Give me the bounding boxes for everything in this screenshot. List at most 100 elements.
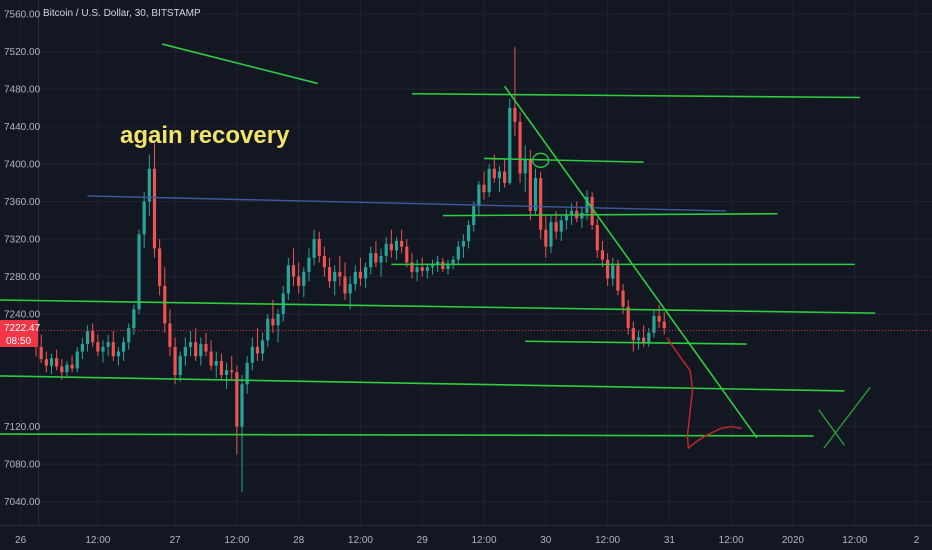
candle-body	[235, 372, 239, 427]
x-tick-label: 12:00	[85, 535, 110, 546]
x-tick-label: 12:00	[348, 535, 373, 546]
candle-body	[358, 271, 363, 279]
candle-body	[518, 121, 522, 174]
candle-body	[461, 240, 466, 247]
candle-body	[49, 358, 54, 366]
candle-body	[147, 168, 151, 202]
candle-body	[466, 225, 471, 241]
candle-body	[528, 159, 532, 211]
x-tick-label: 12:00	[224, 535, 249, 546]
candle-body	[405, 246, 409, 263]
y-tick-label: 7520.00	[4, 47, 41, 58]
candle-body	[85, 330, 90, 345]
candle-body	[662, 321, 666, 329]
candle-body	[121, 342, 126, 352]
candle-body	[642, 337, 646, 343]
trend-line	[442, 212, 778, 217]
candle-body	[152, 168, 157, 249]
candle-body	[209, 351, 213, 366]
candle-body	[132, 309, 136, 329]
y-tick-label: 7440.00	[4, 122, 41, 133]
x-tick-label: 29	[417, 535, 429, 546]
candle-body	[544, 229, 548, 247]
candle-body	[564, 215, 569, 221]
y-tick-label: 7280.00	[4, 272, 41, 283]
candle-body	[312, 239, 316, 258]
candle-body	[492, 168, 496, 179]
y-tick-label: 7320.00	[4, 235, 41, 246]
candle-body	[317, 239, 321, 256]
candle-body	[456, 246, 460, 260]
x-mark-stroke	[818, 409, 845, 446]
candle-body	[554, 222, 558, 232]
trend-line	[0, 299, 876, 314]
projection-path	[666, 337, 742, 450]
drawings	[0, 43, 876, 450]
candle-body	[430, 265, 435, 268]
x-tick-label: 2	[914, 535, 920, 546]
y-tick-label: 7080.00	[4, 460, 41, 471]
candle-body	[549, 222, 553, 247]
candle-body	[503, 171, 507, 183]
candle-body	[611, 265, 615, 279]
candle-body	[497, 171, 502, 179]
resistance-line-blue	[87, 195, 727, 212]
candle-body	[106, 342, 110, 347]
candle-body	[394, 240, 399, 251]
candle-body	[75, 351, 79, 369]
candle-body	[297, 276, 301, 286]
candle-body	[446, 263, 450, 270]
candle-body	[250, 346, 254, 363]
x-tick-label: 12:00	[472, 535, 497, 546]
candle-body	[595, 225, 599, 251]
candle-body	[307, 257, 311, 272]
trend-line	[484, 157, 644, 163]
candle-body	[652, 315, 656, 333]
candle-body	[240, 384, 244, 427]
x-tick-label: 27	[170, 535, 182, 546]
candle-body	[111, 342, 115, 357]
candle-body	[384, 243, 388, 256]
x-tick-label: 12:00	[595, 535, 620, 546]
candle-body	[322, 255, 326, 268]
candle-body	[590, 196, 594, 225]
candle-body	[338, 271, 342, 277]
candle-body	[436, 261, 440, 266]
x-axis: 26 12:00 27 12:00 28 12:00 29 12:00 30 12:00 31 12:…	[15, 535, 920, 546]
candle-body	[363, 267, 368, 279]
candle-body	[291, 265, 296, 277]
x-tick-label: 28	[293, 535, 305, 546]
candle-body	[266, 318, 270, 341]
candle-body	[127, 328, 131, 343]
candle-body	[168, 323, 172, 347]
candle-body	[158, 248, 162, 286]
chart-title: Bitcoin / U.S. Dollar, 30, BITSTAMP	[43, 8, 201, 19]
trend-line	[162, 43, 318, 85]
candle-body	[91, 330, 95, 343]
candle-body	[96, 342, 100, 352]
candle-body	[194, 342, 198, 357]
candle-body	[585, 196, 589, 213]
candle-body	[487, 168, 491, 193]
candle-body	[369, 253, 373, 268]
x-tick-label: 31	[664, 535, 676, 546]
grid	[20, 0, 932, 525]
trend-line	[0, 433, 814, 437]
candle-body	[214, 360, 218, 366]
candle-body	[410, 262, 414, 272]
candle-body	[451, 259, 455, 264]
candle-body	[60, 366, 64, 373]
y-axis-panel	[0, 0, 38, 525]
annotation-text: again recovery	[120, 122, 290, 149]
candle-body	[178, 356, 182, 375]
candle-body	[389, 243, 393, 251]
candle-body	[276, 314, 280, 326]
candle-body	[183, 346, 187, 357]
candle-body	[245, 362, 249, 385]
candle-body	[482, 184, 486, 193]
candle-body	[415, 267, 419, 272]
candle-body	[302, 271, 306, 286]
candle-body	[621, 290, 625, 307]
